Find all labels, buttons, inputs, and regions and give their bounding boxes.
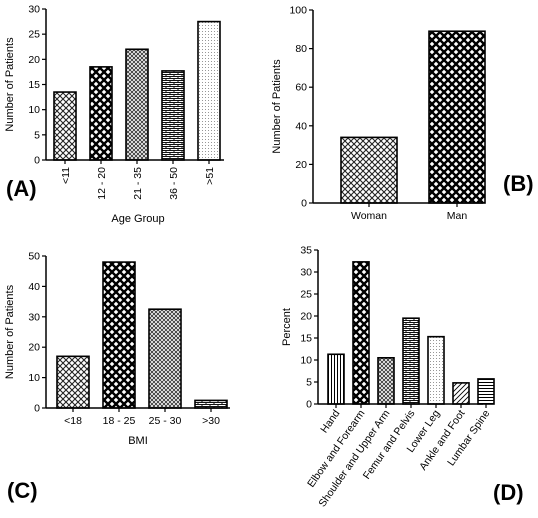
y-tick-label: 5 [306,377,312,389]
x-tick-label: 12 - 20 [96,167,108,200]
chart-panel-b: 0 20 40 60 80 100 Woman Man Number of Patients (B… [271,5,534,223]
y-tick-label: 0 [301,198,307,210]
x-axis-label: Age Group [111,213,164,225]
y-tick-label: 5 [34,129,40,141]
x-tick-label: Man [447,210,468,222]
bar-4 [194,399,228,409]
panel-label: (B) [503,171,534,196]
y-tick-label: 20 [300,311,312,323]
y-tick-label: 40 [295,120,307,132]
y-tick-label: 25 [300,289,312,301]
y-tick-label: 10 [300,355,312,367]
y-tick-label: 20 [295,159,307,171]
y-tick-label: 15 [300,333,312,345]
y-axis-label: Number of Patients [271,59,283,154]
bar-1 [327,353,345,405]
x-tick-label: 25 - 30 [149,415,182,427]
y-tick-label: 20 [28,54,40,66]
chart-panel-c: 0 10 20 30 40 50 <18 18 - 25 25 - 30 >30 Number of… [4,251,230,503]
bar-7 [477,378,495,405]
y-tick-label: 0 [306,399,312,411]
y-tick-label: 35 [300,245,312,257]
y-tick-label: 25 [28,29,40,41]
y-tick-label: 15 [28,79,40,91]
x-tick-label: <18 [64,415,82,427]
y-tick-label: 30 [28,311,40,323]
y-tick-label: 10 [28,104,40,116]
y-tick-label: 80 [295,43,307,55]
panel-label: (D) [493,480,524,505]
bar-3 [377,356,395,405]
y-axis-label: Percent [281,308,293,346]
panel-label: (C) [7,478,38,503]
y-tick-label: 0 [34,403,40,415]
y-tick-label: 100 [289,5,307,17]
x-tick-label: Hand [318,408,342,436]
y-axis-label: Number of Patients [4,284,16,379]
y-tick-label: 50 [28,251,40,263]
bar-4 [161,70,185,161]
y-tick-label: 10 [28,372,40,384]
bar-2 [102,261,136,409]
panel-label: (A) [6,176,37,201]
bar-2 [428,30,486,204]
x-tick-label: 18 - 25 [103,415,136,427]
y-tick-label: 20 [28,342,40,354]
y-tick-label: 30 [300,267,312,279]
bar-4 [402,317,420,405]
x-tick-label: >51 [204,167,216,185]
bar-1 [56,355,90,409]
x-tick-label: >30 [202,415,220,427]
x-tick-label: 21 - 35 [132,167,144,200]
bar-6 [452,382,470,405]
bar-3 [148,308,182,409]
y-tick-label: 30 [28,4,40,16]
y-tick-label: 60 [295,82,307,94]
x-tick-label: Woman [351,210,387,222]
y-tick-label: 40 [28,281,40,293]
bar-1 [53,91,77,161]
bar-2 [352,261,370,405]
bar-5 [427,335,445,405]
bar-1 [340,136,398,204]
bar-5 [197,20,221,161]
x-tick-label: 36 - 50 [168,167,180,200]
x-tick-label: <11 [60,167,72,184]
bar-2 [89,66,113,161]
y-axis-label: Number of Patients [4,37,16,132]
chart-panel-a: 0 5 10 15 20 25 30 <11 12 - 20 21 - 35 36 - 50 >51 N… [4,4,224,225]
x-axis-label: BMI [128,435,148,447]
bar-3 [125,48,149,161]
y-tick-label: 0 [34,155,40,167]
